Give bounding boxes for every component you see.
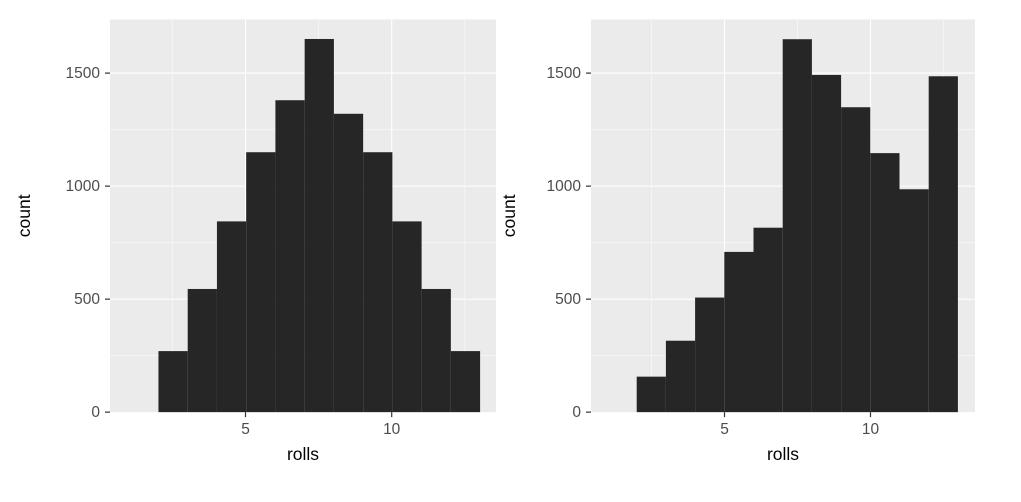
svg-text:500: 500 [555, 291, 581, 308]
svg-text:count: count [499, 194, 519, 237]
svg-text:10: 10 [383, 421, 401, 438]
svg-text:rolls: rolls [767, 444, 799, 464]
svg-text:500: 500 [74, 291, 100, 308]
svg-text:rolls: rolls [287, 444, 319, 464]
svg-text:count: count [14, 194, 34, 237]
svg-text:1500: 1500 [547, 65, 582, 82]
svg-text:5: 5 [720, 421, 729, 438]
svg-text:1000: 1000 [547, 178, 582, 195]
svg-text:0: 0 [91, 404, 100, 421]
svg-text:10: 10 [862, 421, 880, 438]
svg-text:0: 0 [572, 404, 581, 421]
svg-text:1500: 1500 [66, 65, 101, 82]
svg-text:5: 5 [241, 421, 250, 438]
svg-text:1000: 1000 [66, 178, 101, 195]
